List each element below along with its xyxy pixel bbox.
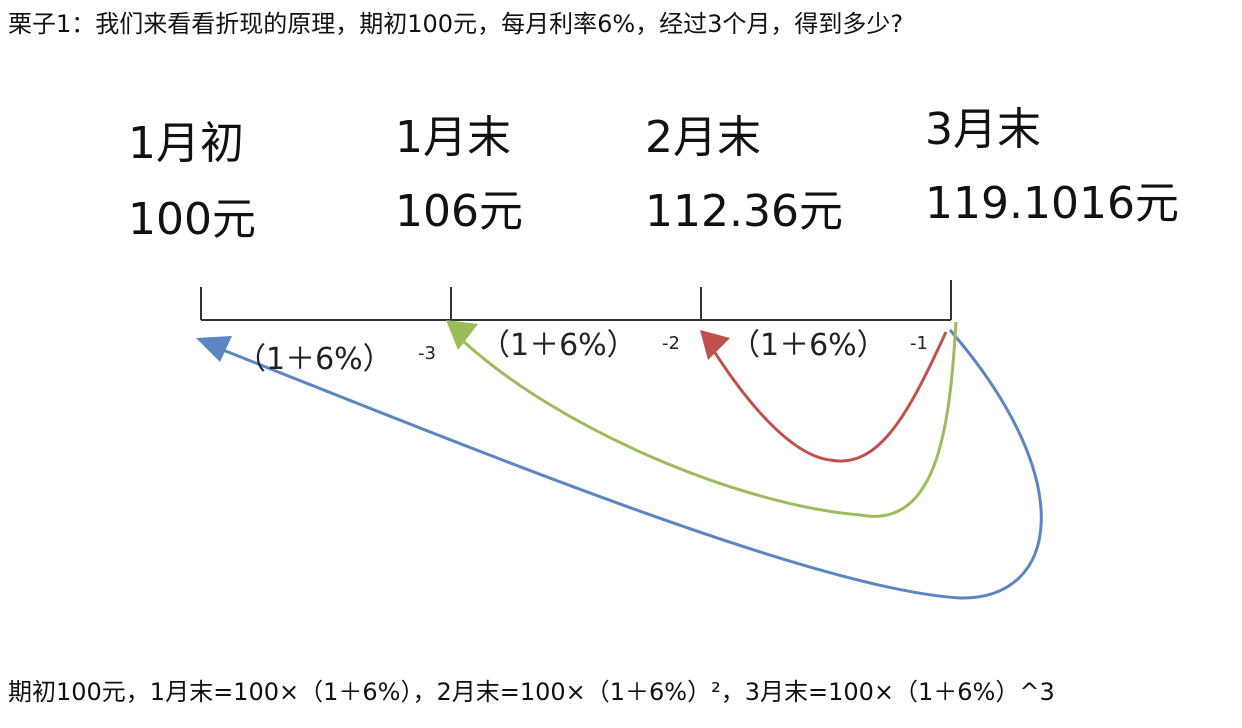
amount-label-month2-end: 112.36元 xyxy=(645,186,843,237)
discount-curve-1 xyxy=(710,331,948,463)
discount-factor-2: （1＋6%） xyxy=(480,328,637,363)
discount-curve-2 xyxy=(460,321,958,518)
discount-exponent-3: -3 xyxy=(418,343,436,364)
discount-exponent-1: -1 xyxy=(910,333,928,354)
discount-exponent-2: -2 xyxy=(662,333,680,354)
amount-label-start: 100元 xyxy=(128,194,256,245)
arrowhead-red-icon xyxy=(700,330,730,360)
amount-label-month3-end: 119.1016元 xyxy=(925,178,1179,229)
amount-label-month1-end: 106元 xyxy=(395,186,523,237)
period-label-start: 1月初 xyxy=(128,118,244,169)
period-label-month2-end: 2月末 xyxy=(645,112,761,163)
discount-curve-3 xyxy=(217,329,1043,600)
period-label-month1-end: 1月末 xyxy=(395,112,511,163)
discount-arrow-1 xyxy=(700,330,948,463)
timeline-axis xyxy=(200,280,952,321)
arrowhead-blue-icon xyxy=(196,336,232,362)
formula-text: 期初100元，1月末=100×（1＋6%），2月末=100×（1＋6%）²，3月… xyxy=(8,678,1055,706)
discount-arrow-2 xyxy=(446,320,958,518)
question-text: 栗子1：我们来看看折现的原理，期初100元，每月利率6%，经过3个月，得到多少? xyxy=(8,10,904,38)
discount-factor-1: （1＋6%） xyxy=(730,328,887,363)
discount-factor-3: （1＋6%） xyxy=(236,342,393,377)
discount-arrow-3 xyxy=(196,329,1043,600)
arrowhead-green-icon xyxy=(446,320,478,350)
period-label-month3-end: 3月末 xyxy=(925,104,1041,155)
